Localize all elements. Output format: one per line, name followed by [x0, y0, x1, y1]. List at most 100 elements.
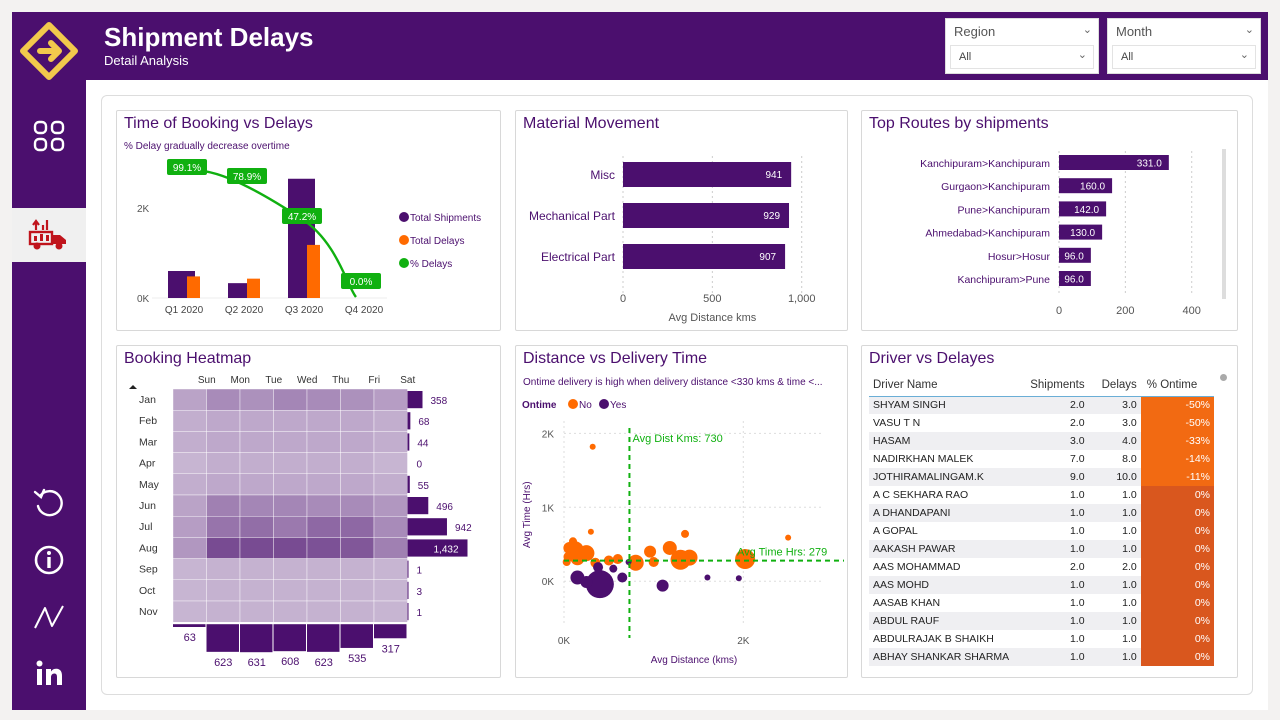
day-total-bar	[240, 624, 273, 653]
material-bar-value: 929	[763, 211, 780, 222]
scatter-subtitle: Ontime delivery is high when delivery di…	[523, 377, 823, 388]
page-subtitle: Detail Analysis	[104, 53, 189, 68]
heatmap-month-label: Feb	[139, 415, 157, 427]
heatmap-cell	[172, 558, 207, 581]
page-title: Shipment Delays	[104, 22, 314, 52]
ontime-yes-point	[735, 575, 742, 582]
table-row[interactable]: HASAM 3.0 4.0 -33%	[869, 432, 1214, 450]
table-row[interactable]: AAS MOHD 1.0 1.0 0%	[869, 576, 1214, 594]
table-row[interactable]: A DHANDAPANI 1.0 1.0 0%	[869, 504, 1214, 522]
route-bar	[1059, 155, 1169, 170]
region-dropdown[interactable]: All ⌄	[950, 45, 1094, 69]
heatmap-cell	[172, 388, 207, 411]
linkedin-icon	[36, 660, 62, 685]
nav-overview[interactable]	[12, 109, 86, 163]
table-row[interactable]: SHYAM SINGH 2.0 3.0 -50%	[869, 396, 1214, 414]
ontime-cell: 0%	[1140, 486, 1214, 504]
table-row[interactable]: VASU T N 2.0 3.0 -50%	[869, 414, 1214, 432]
nav-linkedin[interactable]	[12, 646, 86, 700]
table-row[interactable]: A C SEKHARA RAO 1.0 1.0 0%	[869, 486, 1214, 504]
heatmap-month-label: Oct	[139, 585, 155, 597]
x-tick-label: 200	[1116, 305, 1134, 317]
delay-pct-label: 47.2%	[288, 212, 316, 223]
drivers-table-wrap[interactable]: Driver Name Shipments Delays% Ontime SHYAM …	[869, 374, 1214, 670]
delay-pct-label-bg	[167, 159, 207, 175]
heatmap-cell	[273, 537, 308, 559]
table-row[interactable]: ABDUL RAUF 1.0 1.0 0%	[869, 612, 1214, 630]
table-row[interactable]: ABHAY SHANKAR SHARMA 1.0 1.0 0%	[869, 648, 1214, 666]
shipments-cell: 1.0	[1069, 651, 1085, 663]
route-bar-value: 96.0	[1064, 251, 1084, 262]
month-filter[interactable]: Month ⌄ All ⌄	[1107, 18, 1261, 74]
heatmap-cell	[206, 579, 241, 602]
delay-pct-line	[188, 169, 357, 298]
heatmap-cell	[172, 579, 207, 602]
x-tick-label: 500	[703, 293, 721, 305]
route-category-label: Gurgaon>Kanchipuram	[941, 181, 1050, 193]
table-row[interactable]: AAKASH PAWAR 1.0 1.0 0%	[869, 540, 1214, 558]
legend-marker	[568, 399, 578, 409]
table-row[interactable]: AAS MOHAMMAD 2.0 2.0 0%	[869, 558, 1214, 576]
scrollbar-thumb[interactable]	[1220, 374, 1227, 381]
region-filter[interactable]: Region ⌄ All ⌄	[945, 18, 1099, 74]
column-header[interactable]: % Ontime	[1140, 374, 1214, 397]
route-bar-value: 96.0	[1064, 275, 1084, 286]
legend-marker	[399, 258, 409, 268]
heatmap-cell	[373, 494, 408, 517]
shipments-cell: 1.0	[1069, 579, 1085, 591]
heatmap-day-label: Wed	[297, 375, 317, 386]
shipments-cell: 2.0	[1069, 561, 1085, 573]
heatmap-cell	[340, 579, 375, 602]
day-total-bar	[173, 624, 206, 627]
heatmap-cell	[340, 473, 375, 496]
month-total-label: 496	[436, 502, 453, 513]
table-row[interactable]: AASAB KHAN 1.0 1.0 0%	[869, 594, 1214, 612]
legend-label: Total Delays	[410, 236, 464, 247]
ontime-yes-point	[593, 562, 604, 573]
heatmap-cell	[306, 388, 341, 411]
heatmap-month-label: Aug	[139, 542, 158, 554]
delays-cell: 2.0	[1122, 561, 1137, 573]
page-header: Shipment Delays Detail Analysis Region ⌄…	[86, 12, 1268, 80]
table-row[interactable]: ABDULRAJAK B SHAIKH 1.0 1.0 0%	[869, 630, 1214, 648]
legend-label: % Delays	[410, 259, 452, 270]
chevron-down-icon[interactable]: ⌄	[1244, 24, 1254, 36]
column-header[interactable]: Shipments	[1013, 374, 1089, 397]
info-icon	[34, 545, 64, 575]
delays-cell: 4.0	[1122, 435, 1137, 447]
month-total-bar	[407, 560, 409, 578]
heatmap-chart: Sun Mon Tue Wed Thu Fri Sat Jan 358 Feb 68 Mar 44 Apr…	[129, 375, 472, 669]
delays-cell: 1.0	[1122, 597, 1137, 609]
nav-reset[interactable]	[12, 476, 86, 530]
heatmap-cell	[273, 431, 308, 453]
nav-analytics[interactable]	[12, 590, 86, 644]
x-tick-label: Q2 2020	[225, 305, 264, 316]
nav-shipment-delays[interactable]	[12, 208, 86, 262]
nav-info[interactable]	[12, 533, 86, 587]
ontime-cell: -50%	[1140, 414, 1214, 432]
ontime-cell: -33%	[1140, 432, 1214, 450]
heatmap-cell	[239, 388, 274, 411]
chevron-down-icon[interactable]: ⌄	[1082, 24, 1092, 36]
heatmap-cell	[340, 409, 375, 432]
column-header[interactable]: Delays	[1088, 374, 1141, 397]
table-row[interactable]: NADIRKHAN MALEK 7.0 8.0 -14%	[869, 450, 1214, 468]
day-total-label: 623	[315, 657, 333, 669]
sidebar	[12, 12, 86, 710]
ontime-cell: -50%	[1140, 396, 1214, 414]
driver-name-cell: HASAM	[873, 435, 911, 447]
month-dropdown[interactable]: All ⌄	[1112, 45, 1256, 69]
x-tick-label: 1,000	[788, 293, 816, 305]
column-header[interactable]: Driver Name	[869, 374, 1014, 397]
x-axis-title: Avg Distance (kms)	[651, 655, 738, 666]
shipments-cell: 1.0	[1069, 525, 1085, 537]
shipments-cell: 1.0	[1069, 489, 1085, 501]
day-total-bar	[374, 624, 407, 639]
region-value: All	[959, 51, 972, 63]
ontime-no-point	[644, 545, 657, 558]
heatmap-cell	[306, 473, 341, 496]
table-row[interactable]: JOTHIRAMALINGAM.K 9.0 10.0 -11%	[869, 468, 1214, 486]
x-tick-label: Q4 2020	[345, 305, 384, 316]
table-row[interactable]: A GOPAL 1.0 1.0 0%	[869, 522, 1214, 540]
heatmap-month-label: Apr	[139, 458, 156, 470]
